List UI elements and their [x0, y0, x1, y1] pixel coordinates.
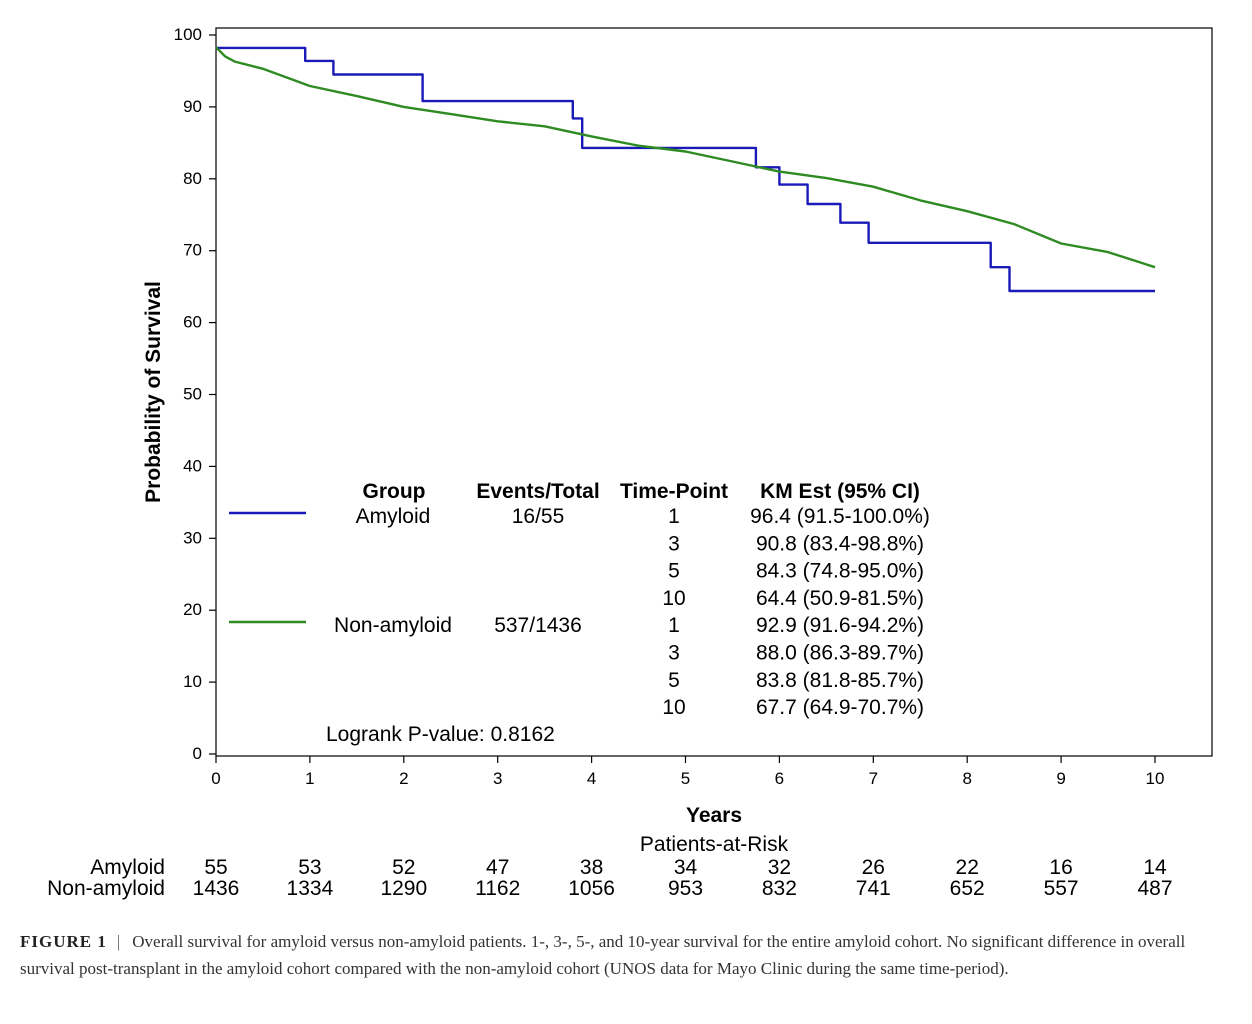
risk-value: 487: [1137, 877, 1172, 900]
legend-km-estimate: 88.0 (86.3-89.7%): [756, 642, 924, 665]
risk-label-non-amyloid: Non-amyloid: [47, 877, 165, 900]
y-tick-label: 50: [183, 385, 202, 404]
caption-separator: |: [116, 932, 121, 951]
risk-value: 16: [1049, 856, 1072, 879]
legend-km-estimate: 67.7 (64.9-70.7%): [756, 696, 924, 719]
x-tick-label: 5: [681, 769, 690, 788]
risk-value: 53: [298, 856, 321, 879]
risk-value: 52: [392, 856, 415, 879]
legend-header-group: Group: [363, 480, 426, 503]
legend-timepoint: 1: [668, 614, 680, 637]
y-tick-label: 70: [183, 241, 202, 260]
y-axis: 0 10 20 30 40 50 60 70 80 90 100: [174, 25, 216, 763]
risk-value: 55: [204, 856, 227, 879]
legend-km-estimate: 84.3 (74.8-95.0%): [756, 560, 924, 583]
legend-events-amyloid: 16/55: [512, 505, 565, 528]
figure-caption: FIGURE 1 | Overall survival for amyloid ve…: [20, 928, 1235, 982]
legend-timepoint: 10: [662, 696, 685, 719]
y-tick-label: 100: [174, 25, 202, 44]
logrank-pvalue: Logrank P-value: 0.8162: [326, 723, 555, 746]
x-tick-label: 6: [775, 769, 784, 788]
legend-timepoint: 3: [668, 642, 680, 665]
legend-header-km-est: KM Est (95% CI): [760, 480, 920, 503]
risk-table: Patients-at-Risk Amyloid Non-amyloid 55 5…: [47, 833, 1172, 900]
legend-timepoint: 5: [668, 560, 680, 583]
y-axis-label: Probability of Survival: [142, 281, 165, 503]
x-tick-label: 0: [211, 769, 220, 788]
legend-events-non-amyloid: 537/1436: [494, 614, 582, 637]
risk-value: 1436: [193, 877, 240, 900]
risk-value: 832: [762, 877, 797, 900]
legend-group-amyloid: Amyloid: [356, 505, 431, 528]
risk-table-title: Patients-at-Risk: [640, 833, 789, 856]
series-layer: [215, 46, 1156, 293]
risk-value: 32: [768, 856, 791, 879]
risk-value: 741: [856, 877, 891, 900]
y-tick-label: 30: [183, 528, 202, 547]
legend-timepoint: 10: [662, 587, 685, 610]
plot-frame: [215, 27, 1213, 757]
risk-value: 557: [1044, 877, 1079, 900]
risk-value: 26: [862, 856, 885, 879]
x-tick-label: 7: [869, 769, 878, 788]
risk-value: 1056: [568, 877, 615, 900]
y-tick-label: 90: [183, 97, 202, 116]
y-tick-label: 60: [183, 313, 202, 332]
legend-header-events: Events/Total: [476, 480, 599, 503]
y-tick-label: 80: [183, 169, 202, 188]
series-line-amyloid: [216, 46, 1155, 293]
legend-km-estimate: 83.8 (81.8-85.7%): [756, 669, 924, 692]
x-tick-label: 4: [587, 769, 596, 788]
legend-group-non-amyloid: Non-amyloid: [334, 614, 452, 637]
legend-km-estimate: 92.9 (91.6-94.2%): [756, 614, 924, 637]
x-tick-label: 3: [493, 769, 502, 788]
x-tick-label: 10: [1146, 769, 1165, 788]
legend-rows: 1 96.4 (91.5-100.0%) 3 90.8 (83.4-98.8%) 5 84…: [662, 505, 930, 719]
legend-timepoint: 3: [668, 532, 680, 555]
risk-label-amyloid: Amyloid: [90, 856, 165, 879]
y-tick-label: 10: [183, 672, 202, 691]
legend-km-estimate: 96.4 (91.5-100.0%): [750, 505, 930, 528]
legend-timepoint: 5: [668, 669, 680, 692]
risk-value: 22: [956, 856, 979, 879]
x-axis: 0 1 2 3 4 5 6 7 8 9 10: [211, 756, 1164, 788]
x-tick-label: 8: [962, 769, 971, 788]
legend-km-estimate: 64.4 (50.9-81.5%): [756, 587, 924, 610]
x-tick-label: 2: [399, 769, 408, 788]
risk-value: 1334: [287, 877, 334, 900]
y-tick-label: 0: [193, 744, 202, 763]
y-tick-label: 20: [183, 600, 202, 619]
legend-table: Group Events/Total Time-Point KM Est (95…: [229, 480, 930, 746]
risk-value: 953: [668, 877, 703, 900]
caption-label: FIGURE 1: [20, 932, 107, 951]
risk-value: 1162: [475, 877, 520, 900]
x-tick-label: 9: [1056, 769, 1065, 788]
risk-value: 14: [1143, 856, 1167, 879]
risk-value: 38: [580, 856, 603, 879]
legend-timepoint: 1: [668, 505, 680, 528]
risk-value: 652: [950, 877, 985, 900]
legend-km-estimate: 90.8 (83.4-98.8%): [756, 532, 924, 555]
x-tick-label: 1: [305, 769, 314, 788]
caption-text: Overall survival for amyloid versus non-…: [20, 932, 1186, 978]
y-tick-label: 40: [183, 456, 202, 475]
series-line-non-amyloid: [215, 46, 1156, 269]
risk-value: 47: [486, 856, 509, 879]
x-axis-label: Years: [686, 804, 742, 827]
risk-value: 34: [674, 856, 698, 879]
risk-values: 55 53 52 47 38 34 32 26 22 16 14 1436 1334 1290 1162 10…: [193, 856, 1173, 900]
legend-header-timepoint: Time-Point: [620, 480, 728, 503]
risk-value: 1290: [380, 877, 427, 900]
